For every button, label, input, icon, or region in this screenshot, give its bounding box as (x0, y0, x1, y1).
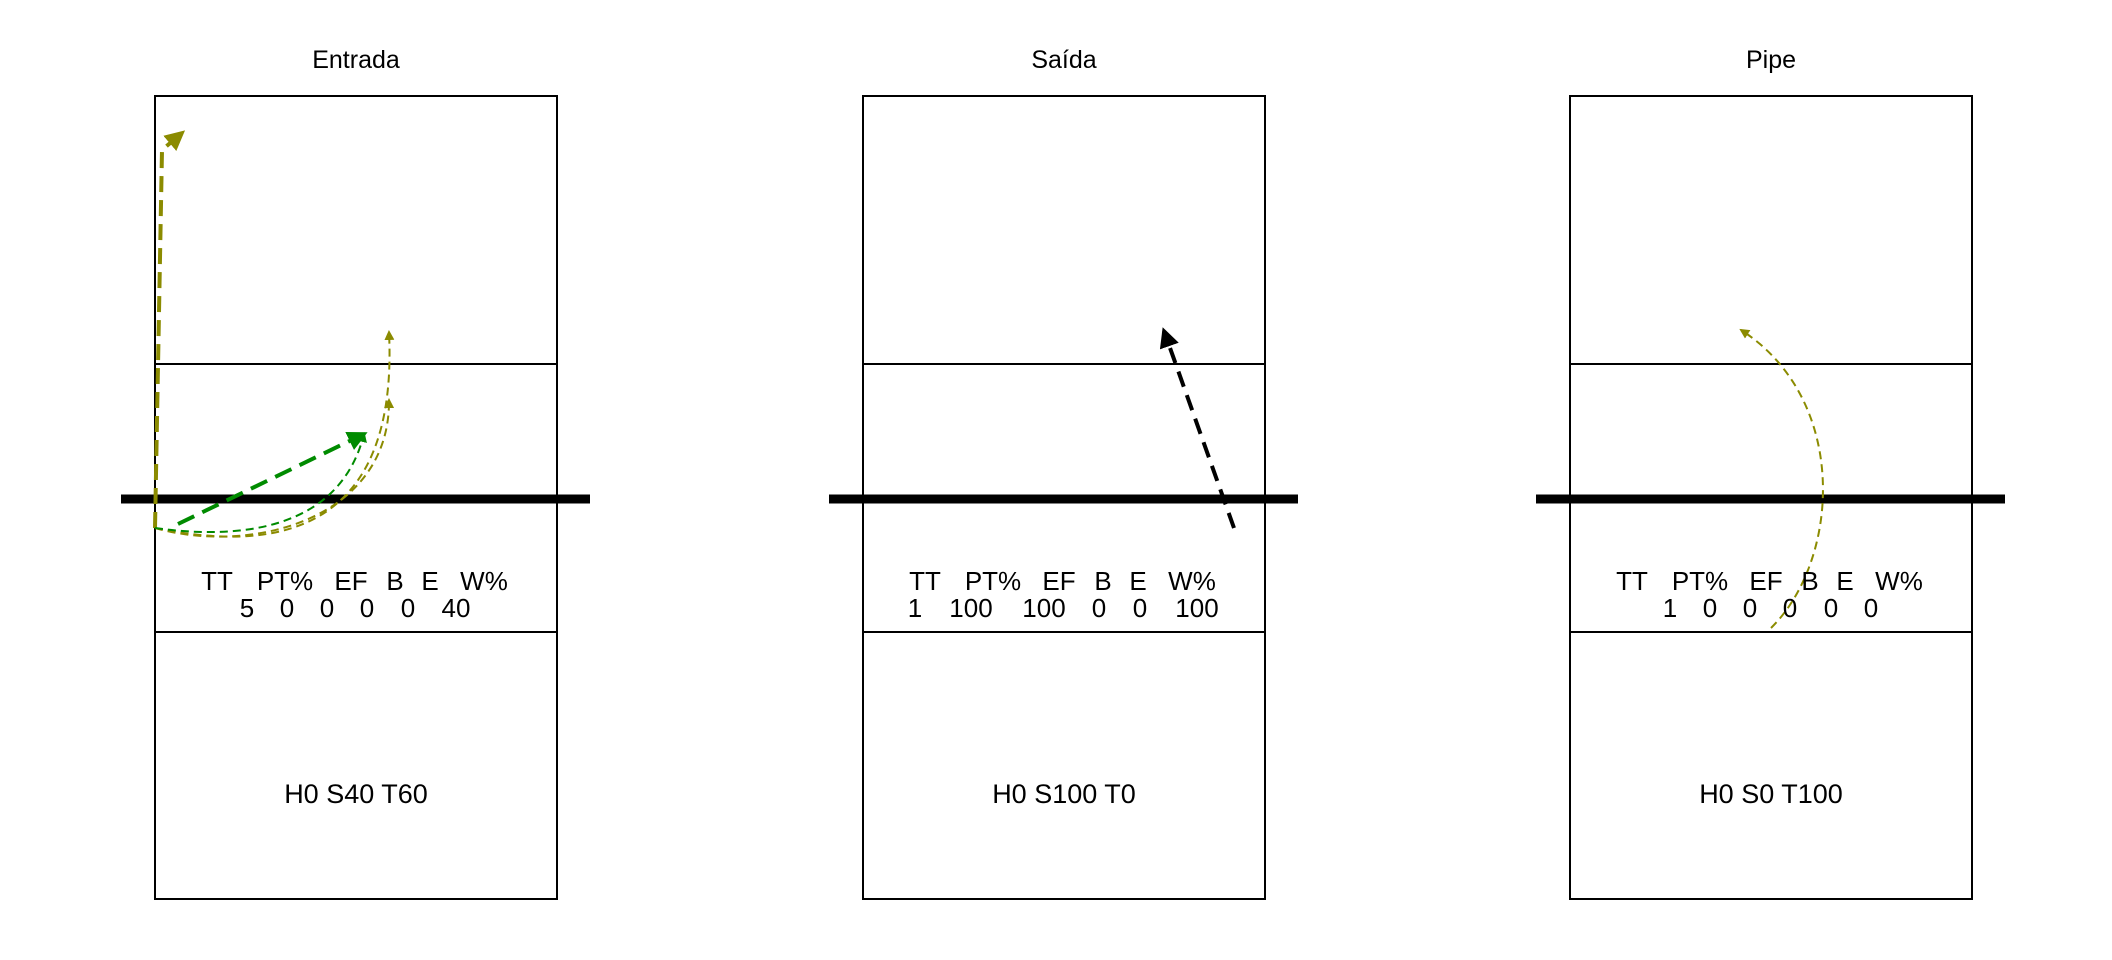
stat-header-pt: PT% (1672, 566, 1728, 596)
attack-path-2 (154, 330, 395, 538)
attack-paths (1159, 327, 1236, 529)
stat-header-pt: PT% (965, 566, 1021, 596)
stat-value-e: 0 (401, 593, 415, 623)
stat-value-e: 0 (1133, 593, 1147, 623)
hst-summary: H0 S0 T100 (1699, 779, 1843, 809)
attack-path-4 (177, 431, 368, 526)
attack-paths (1739, 328, 1824, 629)
stat-header-e: E (1129, 566, 1146, 596)
stat-header-b: B (1801, 566, 1818, 596)
stat-header-e: E (1836, 566, 1853, 596)
attack-path-5 (154, 432, 367, 533)
stat-header-ef: EF (1042, 566, 1075, 596)
stat-header-tt: TT (201, 566, 233, 596)
attack-path-3 (154, 398, 395, 538)
stats-table: TT PT% EF B E W% 1 0 0 0 0 0 (1616, 566, 1923, 623)
stat-header-b: B (1094, 566, 1111, 596)
stats-table: TT PT% EF B E W% 1 100 100 0 0 100 (908, 566, 1219, 623)
attack-path-1 (1739, 328, 1824, 629)
stat-value-tt: 1 (908, 593, 922, 623)
panel-title: Saída (1031, 46, 1096, 74)
stat-value-b: 0 (360, 593, 374, 623)
stat-header-pt: PT% (257, 566, 313, 596)
stat-value-pt: 100 (949, 593, 992, 623)
stat-value-tt: 5 (240, 593, 254, 623)
stat-header-e: E (421, 566, 438, 596)
stat-header-w: W% (1875, 566, 1923, 596)
stat-header-tt: TT (1616, 566, 1648, 596)
stat-value-e: 0 (1824, 593, 1838, 623)
panel-pipe: Pipe TT PT% EF B E W% 1 0 0 0 (1536, 46, 2005, 900)
stat-value-pt: 0 (1703, 593, 1717, 623)
stat-header-tt: TT (909, 566, 941, 596)
stat-header-ef: EF (1749, 566, 1782, 596)
stat-value-b: 0 (1783, 593, 1797, 623)
stat-value-pt: 0 (280, 593, 294, 623)
attack-path-1 (153, 130, 186, 529)
panel-entrada: Entrada TT PT% EF B E W% 5 (121, 46, 590, 900)
hst-summary: H0 S40 T60 (284, 779, 428, 809)
stat-header-ef: EF (334, 566, 367, 596)
panel-saida: Saída TT PT% EF B E W% 1 100 100 0 (829, 46, 1298, 900)
stat-value-ef: 0 (320, 593, 334, 623)
stat-value-ef: 100 (1022, 593, 1065, 623)
attack-paths (153, 130, 395, 538)
stat-header-w: W% (460, 566, 508, 596)
stat-value-w: 100 (1175, 593, 1218, 623)
stat-value-tt: 1 (1663, 593, 1677, 623)
panel-title: Pipe (1746, 46, 1796, 74)
stats-table: TT PT% EF B E W% 5 0 0 0 0 40 (201, 566, 508, 623)
stat-header-w: W% (1168, 566, 1216, 596)
hst-summary: H0 S100 T0 (992, 779, 1136, 809)
stat-value-w: 40 (442, 593, 471, 623)
stat-value-ef: 0 (1743, 593, 1757, 623)
panel-title: Entrada (312, 46, 400, 74)
attack-path-1 (1159, 327, 1236, 529)
stat-value-w: 0 (1864, 593, 1878, 623)
stat-header-b: B (386, 566, 403, 596)
stat-value-b: 0 (1092, 593, 1106, 623)
